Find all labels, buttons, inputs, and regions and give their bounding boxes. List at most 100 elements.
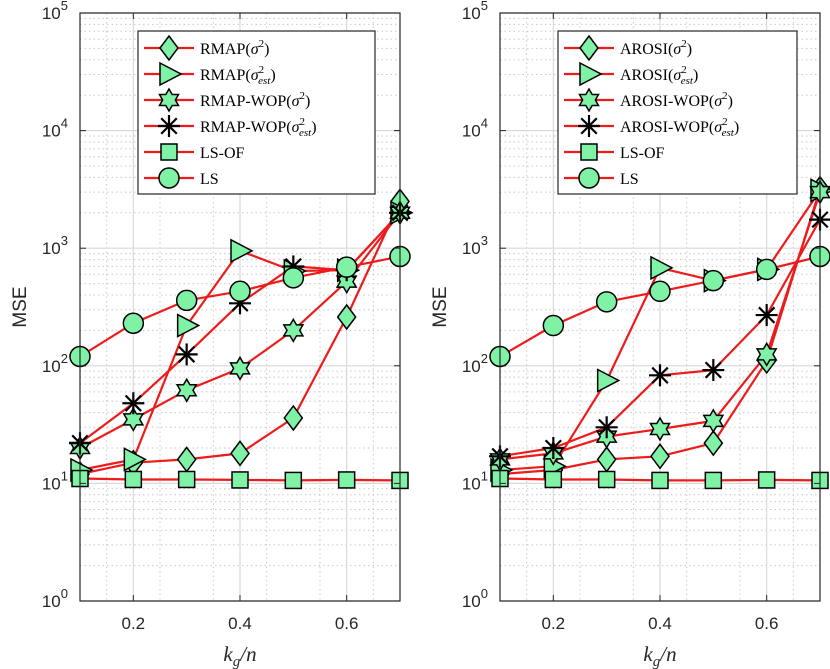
- y-tick-label: 103: [462, 233, 488, 258]
- legend-label: LS: [620, 171, 639, 188]
- legend-label: LS: [200, 171, 219, 188]
- data-point: [231, 471, 249, 489]
- legend-marker: [159, 61, 183, 87]
- legend-label: AROSI-WOP(σ2 est): [620, 116, 739, 139]
- data-point: [336, 303, 357, 331]
- legend-item-6: LS: [564, 167, 639, 189]
- data-point: [650, 255, 674, 281]
- y-tick-label: 101: [42, 468, 68, 493]
- data-point: [651, 471, 669, 490]
- legend-box: [137, 30, 376, 195]
- legend-item-2: RMAP(σ2 est): [144, 61, 276, 87]
- data-point: [595, 416, 618, 439]
- data-point: [702, 408, 725, 434]
- x-axis-label: kg/n: [643, 642, 676, 669]
- legend-marker: [159, 34, 179, 62]
- legend-item-5: LS-OF: [564, 143, 665, 162]
- legend-item-5: LS-OF: [144, 143, 245, 162]
- data-point: [649, 280, 671, 303]
- legend-item-1: RMAP(σ2): [144, 34, 269, 62]
- data-point: [122, 392, 145, 415]
- data-point: [122, 406, 145, 432]
- legend-marker: [578, 167, 600, 189]
- data-point: [757, 471, 776, 489]
- legend-label: LS-OF: [620, 145, 665, 162]
- legend-label: RMAP(σ2): [200, 38, 269, 58]
- x-tick-label: 0.2: [122, 614, 146, 633]
- legend-item-2: AROSI(σ2 est): [564, 61, 698, 87]
- y-tick-label: 102: [42, 351, 68, 376]
- data-point: [335, 256, 358, 278]
- y-tick-label: 104: [42, 116, 68, 141]
- legend-box: [557, 30, 798, 195]
- legend-marker: [580, 143, 598, 161]
- legend-marker: [578, 87, 600, 113]
- legend-marker: [579, 34, 599, 62]
- data-point: [755, 304, 778, 327]
- x-tick-label: 0.2: [542, 614, 566, 633]
- data-point: [123, 447, 147, 472]
- legend-item-4: RMAP-WOP(σ2 est): [144, 115, 317, 139]
- legend: AROSI(σ2) AROSI(σ2 est) AROSI-WOP(σ2) AROSI-…: [557, 30, 798, 195]
- data-point: [175, 343, 198, 366]
- data-point: [282, 267, 305, 289]
- legend-item-6: LS: [144, 167, 219, 189]
- data-point: [649, 416, 671, 442]
- chart-panel-2: 100 101 102 103 104 105 0.2 0.4 0.6 MSE kg/n AROSI(…: [430, 0, 830, 669]
- series-markers-6: [69, 245, 411, 368]
- series-markers-5: [491, 469, 829, 490]
- data-point: [597, 470, 616, 489]
- legend-marker: [158, 115, 180, 137]
- legend-marker: [160, 143, 178, 161]
- data-point: [704, 471, 723, 490]
- data-point: [755, 258, 778, 281]
- data-point: [176, 313, 201, 338]
- x-axis-label: kg/n: [223, 642, 256, 669]
- legend-label: AROSI(σ2 est): [620, 64, 698, 87]
- data-point: [122, 312, 145, 335]
- data-point: [284, 471, 303, 490]
- data-point: [703, 429, 724, 457]
- data-point: [337, 471, 356, 489]
- x-tick-label: 0.6: [755, 614, 779, 633]
- data-point: [177, 470, 196, 489]
- x-tick-label: 0.4: [648, 614, 672, 633]
- legend-label: AROSI(σ2): [620, 38, 692, 58]
- data-point: [124, 470, 143, 489]
- data-point: [542, 436, 565, 459]
- legend-marker: [158, 87, 180, 113]
- data-point: [175, 289, 198, 312]
- legend-item-4: AROSI-WOP(σ2 est): [564, 115, 739, 139]
- legend-label: RMAP-WOP(σ2): [200, 90, 310, 110]
- y-tick-label: 103: [42, 233, 68, 258]
- legend-marker: [158, 167, 180, 189]
- data-point: [283, 404, 304, 432]
- data-point: [755, 341, 778, 367]
- data-point: [230, 238, 254, 264]
- data-point: [229, 280, 251, 303]
- data-point: [650, 443, 670, 470]
- y-tick-label: 102: [462, 351, 488, 376]
- legend-item-1: AROSI(σ2): [564, 34, 692, 62]
- legend-label: RMAP(σ2 est): [200, 64, 276, 87]
- data-point: [544, 470, 563, 489]
- legend-marker: [579, 61, 603, 87]
- data-point: [702, 269, 725, 292]
- y-tick-label: 105: [42, 0, 68, 23]
- legend-label: LS-OF: [200, 145, 245, 162]
- data-point: [596, 368, 621, 393]
- y-axis-label: MSE: [430, 286, 451, 327]
- y-tick-label: 100: [462, 586, 488, 611]
- y-tick-label: 105: [462, 0, 488, 23]
- data-point: [282, 317, 305, 343]
- y-tick-label: 100: [42, 586, 68, 611]
- data-point: [649, 364, 671, 387]
- data-point: [230, 440, 250, 467]
- x-tick-label: 0.4: [228, 614, 252, 633]
- y-axis-label: MSE: [10, 286, 31, 327]
- legend-item-3: AROSI-WOP(σ2): [564, 87, 733, 113]
- legend-label: RMAP-WOP(σ2 est): [200, 116, 317, 139]
- legend-marker: [578, 115, 600, 137]
- y-tick-label: 104: [462, 116, 488, 141]
- legend-item-3: RMAP-WOP(σ2): [144, 87, 310, 113]
